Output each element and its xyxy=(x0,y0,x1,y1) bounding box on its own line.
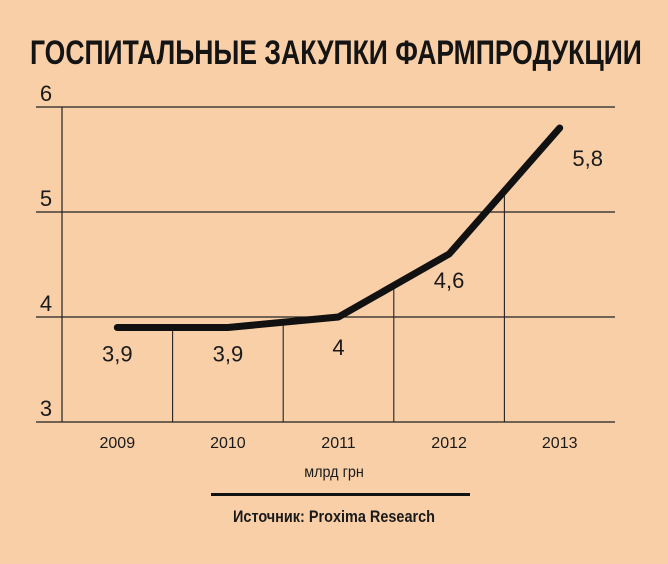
y-axis-tick-labels: 3 4 5 6 xyxy=(40,81,52,421)
drop-lines xyxy=(172,191,505,422)
source-note: Источник: Proxima Research xyxy=(233,507,435,526)
grid-lines xyxy=(36,106,615,423)
y-tick-label: 5 xyxy=(40,186,52,211)
source-divider xyxy=(211,493,470,496)
x-axis-tick-labels: 2009 2010 2011 2012 2013 xyxy=(100,435,578,452)
y-tick-label: 3 xyxy=(40,396,52,421)
x-tick-label: 2010 xyxy=(210,435,246,452)
chart-title: ГОСПИТАЛЬНЫЕ ЗАКУПКИ ФАРМПРОДУКЦИИ xyxy=(30,34,642,72)
series-line xyxy=(113,124,564,331)
data-label: 5,8 xyxy=(572,146,603,171)
y-tick-label: 4 xyxy=(40,291,52,316)
x-tick-label: 2011 xyxy=(321,435,356,452)
data-label: 3,9 xyxy=(102,342,133,367)
x-tick-label: 2012 xyxy=(431,435,467,452)
data-label: 4,6 xyxy=(434,268,465,293)
y-tick-label: 6 xyxy=(40,81,52,106)
unit-label: млрд грн xyxy=(304,464,364,481)
data-label: 4 xyxy=(332,335,344,360)
data-label: 3,9 xyxy=(213,342,244,367)
x-tick-label: 2013 xyxy=(542,435,578,452)
data-labels: 3,9 3,9 4 4,6 5,8 xyxy=(102,146,603,367)
x-tick-label: 2009 xyxy=(100,435,136,452)
